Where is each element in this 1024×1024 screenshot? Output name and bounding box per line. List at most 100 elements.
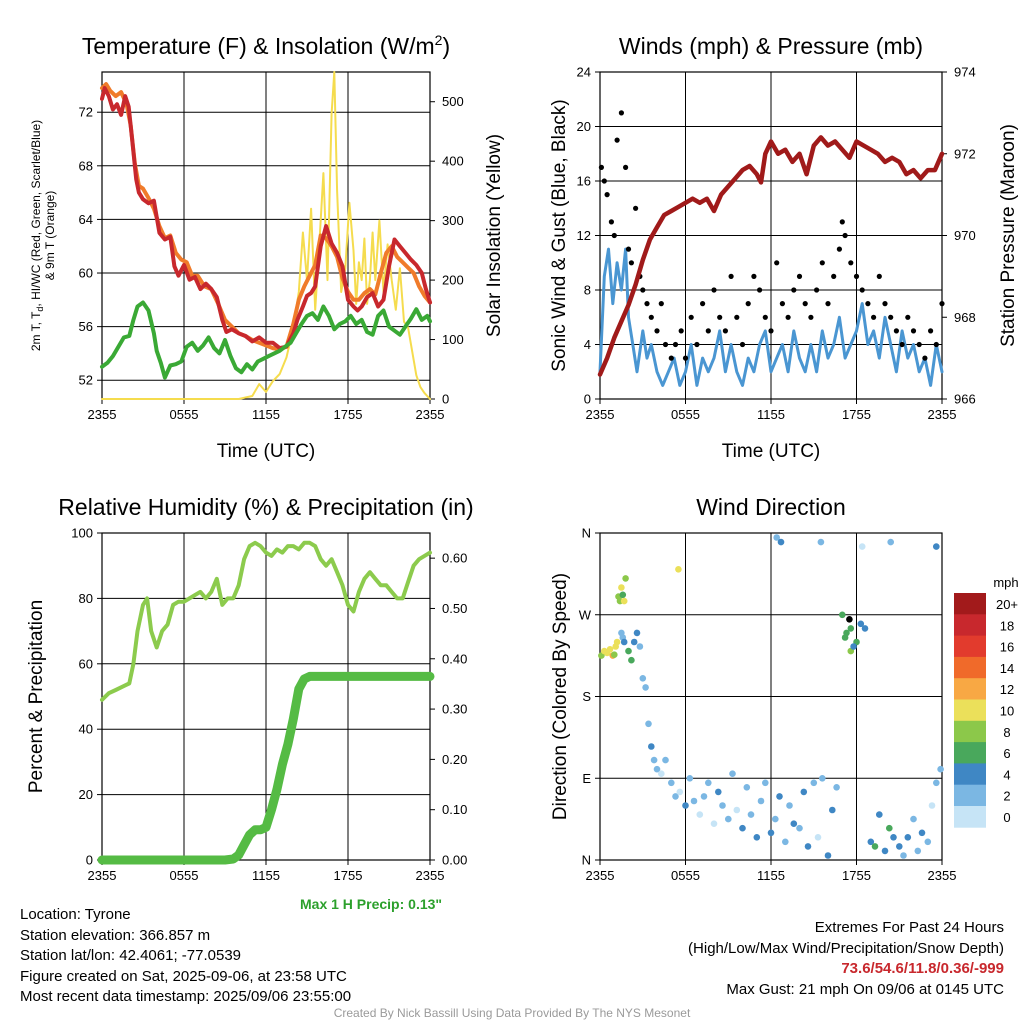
gust-point <box>604 192 610 198</box>
wind-direction-point <box>776 793 783 800</box>
dewpoint-series <box>100 300 432 380</box>
station-info: Location: Tyrone Station elevation: 366.… <box>20 905 351 1008</box>
y-tick-label: E <box>582 771 591 786</box>
gust-point <box>922 355 928 361</box>
wind-direction-point <box>618 584 625 591</box>
wind-direction-point <box>871 843 879 850</box>
wind-direction-point <box>636 643 644 650</box>
wind-direction-point <box>933 779 940 787</box>
gust-point <box>808 314 814 320</box>
gust-point <box>888 314 894 320</box>
wind-direction-point <box>847 625 855 632</box>
wind-direction-point <box>924 838 932 846</box>
gust-point <box>757 287 763 293</box>
x-tick-label: 1755 <box>842 407 871 422</box>
legend-swatch <box>954 763 986 786</box>
legend-swatch <box>954 614 986 636</box>
y2-tick-label: 0.10 <box>442 802 467 817</box>
legend-label: 6 <box>1003 746 1010 761</box>
winds-xlabel: Time (UTC) <box>722 441 821 462</box>
humidity-title: Relative Humidity (%) & Precipitation (i… <box>58 494 473 520</box>
x-tick-label: 1155 <box>252 407 280 422</box>
legend-label: 0 <box>1003 810 1010 825</box>
wind-direction-point <box>861 625 869 632</box>
y-tick-label: 56 <box>79 319 93 334</box>
gust-point <box>711 287 717 293</box>
wind-direction-point <box>628 656 635 664</box>
winds-panel: 0 4 8 12 16 20 24 966 968 970 972 974 2355 0555 1155 17… <box>577 65 976 423</box>
legend-label: 10 <box>1000 704 1014 719</box>
legend-label: 18 <box>1000 618 1014 633</box>
wind-direction-point <box>682 802 689 809</box>
wind-direction-point <box>762 779 769 787</box>
y-tick-label: 52 <box>79 373 93 388</box>
wind-direction-point <box>710 820 718 827</box>
wind-direction-point <box>786 802 793 809</box>
y2-tick-label: 968 <box>954 310 976 325</box>
y2-tick-label: 200 <box>442 273 464 288</box>
x-tick-label: 2355 <box>88 407 117 422</box>
y-tick-label: 20 <box>577 119 591 134</box>
gust-point <box>865 301 871 307</box>
wind-direction-point <box>653 765 661 773</box>
wind-direction-point <box>696 811 704 818</box>
x-tick-label: 0555 <box>671 407 700 422</box>
gust-point <box>668 355 674 361</box>
gust-point <box>859 287 865 293</box>
wind-direction-point <box>672 793 679 800</box>
gust-point <box>768 328 774 334</box>
wind-direction-point <box>841 634 849 641</box>
wind-direction-ylabel: Direction (Colored By Speed) <box>550 573 571 820</box>
y2-tick-label: 400 <box>442 154 464 169</box>
gust-point <box>658 301 664 307</box>
wind-direction-point <box>867 838 875 846</box>
gust-point <box>853 273 860 279</box>
gust-point <box>640 287 646 293</box>
wind-direction-point <box>662 756 669 764</box>
x-tick-label: 1155 <box>757 407 785 422</box>
legend-label: 20+ <box>996 597 1018 612</box>
temperature-panel: 52 56 60 64 68 72 0 100 200 300 400 500 2355 0555 1155… <box>79 71 464 422</box>
y-tick-label: 24 <box>577 65 591 80</box>
figure-created: Figure created on Sat, 2025-09-06, at 23… <box>20 967 347 985</box>
gust-point <box>694 341 700 348</box>
wind-direction-point <box>858 543 866 550</box>
y-tick-label: 60 <box>79 656 93 671</box>
wind-direction-point <box>817 538 825 546</box>
y-tick-label: 80 <box>79 591 93 606</box>
wind-direction-point <box>743 784 751 791</box>
winds-ylabel: Sonic Wind & Gust (Blue, Black) <box>549 99 570 371</box>
wind-direction-point <box>782 838 789 846</box>
gust-point <box>779 301 786 307</box>
wind-direction-point <box>900 852 907 859</box>
gust-point <box>876 273 882 279</box>
wind-direction-point <box>747 811 755 818</box>
wind-direction-point <box>773 534 780 541</box>
gust-point <box>839 219 845 225</box>
wind-direction-point <box>676 788 684 796</box>
gust-point <box>618 110 625 116</box>
temperature-ylabel: 2m T, Td, HI/WC (Red, Green, Scarlet/Blu… <box>29 120 45 351</box>
gust-point <box>882 301 888 307</box>
y-tick-label: 12 <box>577 228 591 243</box>
extremes-title: Extremes For Past 24 Hours <box>814 919 1004 936</box>
gust-point <box>791 287 797 293</box>
legend-label: 16 <box>1000 640 1014 655</box>
sonic-wind-series <box>598 247 944 387</box>
wind-direction-point <box>810 779 818 787</box>
station-latlon: Station lat/lon: 42.4061; -77.0539 <box>20 947 242 964</box>
wind-direction-point <box>690 797 698 805</box>
temperature-ylabel-line2: & 9m T (Orange) <box>43 191 57 281</box>
wind-direction-point <box>739 824 746 832</box>
x-tick-label: 2355 <box>928 407 957 422</box>
y-tick-label: 40 <box>79 722 93 737</box>
gust-point <box>648 314 654 320</box>
wind-direction-point <box>675 566 682 573</box>
legend-label: 14 <box>1000 661 1014 676</box>
wind-direction-point <box>886 824 893 832</box>
gust-point <box>644 301 650 307</box>
gust-point <box>608 219 615 225</box>
most-recent-timestamp: Most recent data timestamp: 2025/09/06 2… <box>20 988 352 1005</box>
gust-point <box>598 164 605 170</box>
temperature-title: Temperature (F) & Insolation (W/m2) <box>82 32 450 59</box>
